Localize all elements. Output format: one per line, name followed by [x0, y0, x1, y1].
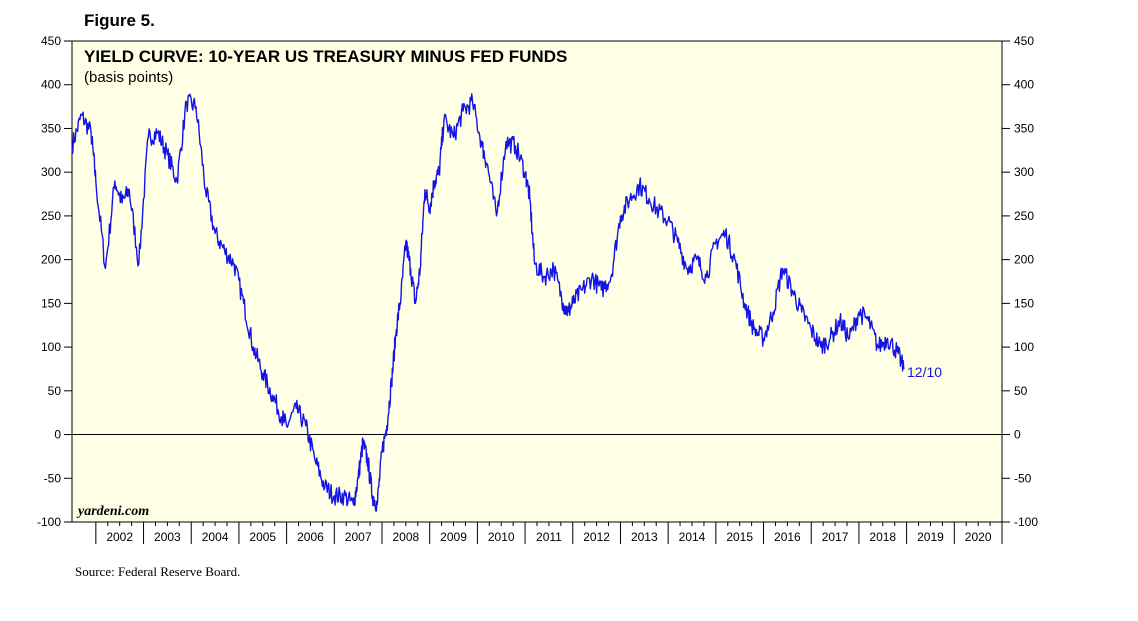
y-tick-label-right: 250 — [1014, 209, 1034, 223]
end-date-label: 12/10 — [907, 364, 942, 380]
y-tick-label-right: 450 — [1014, 34, 1034, 48]
y-tick-label-left: 250 — [41, 209, 61, 223]
y-tick-label-left: 50 — [48, 384, 62, 398]
x-tick-label: 2009 — [440, 530, 467, 544]
x-tick-label: 2003 — [154, 530, 181, 544]
chart-title: YIELD CURVE: 10-YEAR US TREASURY MINUS F… — [84, 47, 567, 66]
y-tick-label-left: 400 — [41, 78, 61, 92]
y-tick-label-right: -100 — [1014, 515, 1038, 529]
y-tick-label-right: 0 — [1014, 428, 1021, 442]
x-tick-label: 2005 — [249, 530, 276, 544]
x-tick-label: 2010 — [488, 530, 515, 544]
x-tick-label: 2018 — [869, 530, 896, 544]
y-tick-label-left: 350 — [41, 121, 61, 135]
x-tick-label: 2008 — [392, 530, 419, 544]
y-axis-right: -100 -50 0 50 100 150 200 250 300 350 400 450 — [1002, 34, 1038, 529]
y-tick-label-left: 100 — [41, 340, 61, 354]
y-tick-label-left: 300 — [41, 165, 61, 179]
y-tick-label-right: 400 — [1014, 78, 1034, 92]
y-tick-label-left: -100 — [37, 515, 61, 529]
y-tick-label-left: 150 — [41, 296, 61, 310]
figure-label: Figure 5. — [84, 11, 155, 30]
x-tick-label: 2004 — [202, 530, 229, 544]
y-tick-label-right: -50 — [1014, 471, 1032, 485]
plot-area — [71, 40, 1003, 523]
y-tick-label-right: 50 — [1014, 384, 1028, 398]
y-tick-label-right: 350 — [1014, 121, 1034, 135]
watermark: yardeni.com — [76, 504, 149, 519]
y-tick-label-left: 200 — [41, 253, 61, 267]
y-tick-label-right: 300 — [1014, 165, 1034, 179]
x-tick-label: 2013 — [631, 530, 658, 544]
y-axis-left: -100 -50 0 50 100 150 200 250 300 350 400 450 — [37, 34, 72, 529]
x-tick-label: 2007 — [345, 530, 372, 544]
x-tick-label: 2016 — [774, 530, 801, 544]
x-tick-label: 2002 — [106, 530, 133, 544]
y-tick-label-left: 0 — [54, 428, 61, 442]
x-tick-label: 2019 — [917, 530, 944, 544]
x-tick-label: 2011 — [536, 530, 562, 544]
x-tick-label: 2020 — [965, 530, 992, 544]
y-tick-label-right: 200 — [1014, 253, 1034, 267]
x-tick-label: 2014 — [679, 530, 706, 544]
y-tick-label-left: -50 — [44, 471, 62, 485]
x-tick-label: 2015 — [726, 530, 753, 544]
x-tick-label: 2012 — [583, 530, 610, 544]
x-tick-label: 2017 — [822, 530, 849, 544]
y-tick-label-right: 100 — [1014, 340, 1034, 354]
source-note: Source: Federal Reserve Board. — [75, 564, 241, 579]
chart-subtitle: (basis points) — [84, 69, 173, 86]
x-axis: 2002 2003 2004 2005 2006 2007 2008 2009 2010 2011… — [95, 522, 1003, 544]
x-tick-label: 2006 — [297, 530, 324, 544]
series-line — [71, 93, 905, 512]
y-tick-label-right: 150 — [1014, 296, 1034, 310]
y-tick-label-left: 450 — [41, 34, 61, 48]
